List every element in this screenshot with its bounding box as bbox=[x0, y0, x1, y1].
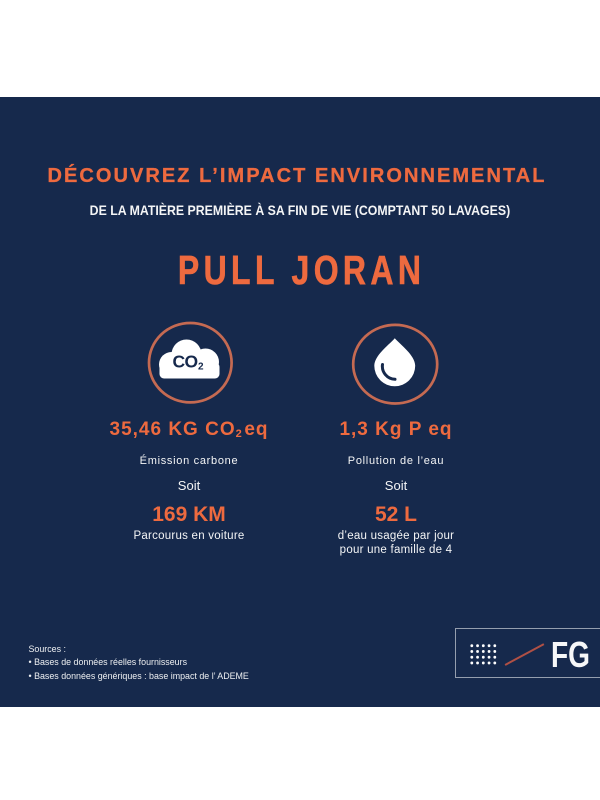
svg-text:2: 2 bbox=[198, 362, 204, 373]
svg-text:CO: CO bbox=[173, 352, 198, 372]
